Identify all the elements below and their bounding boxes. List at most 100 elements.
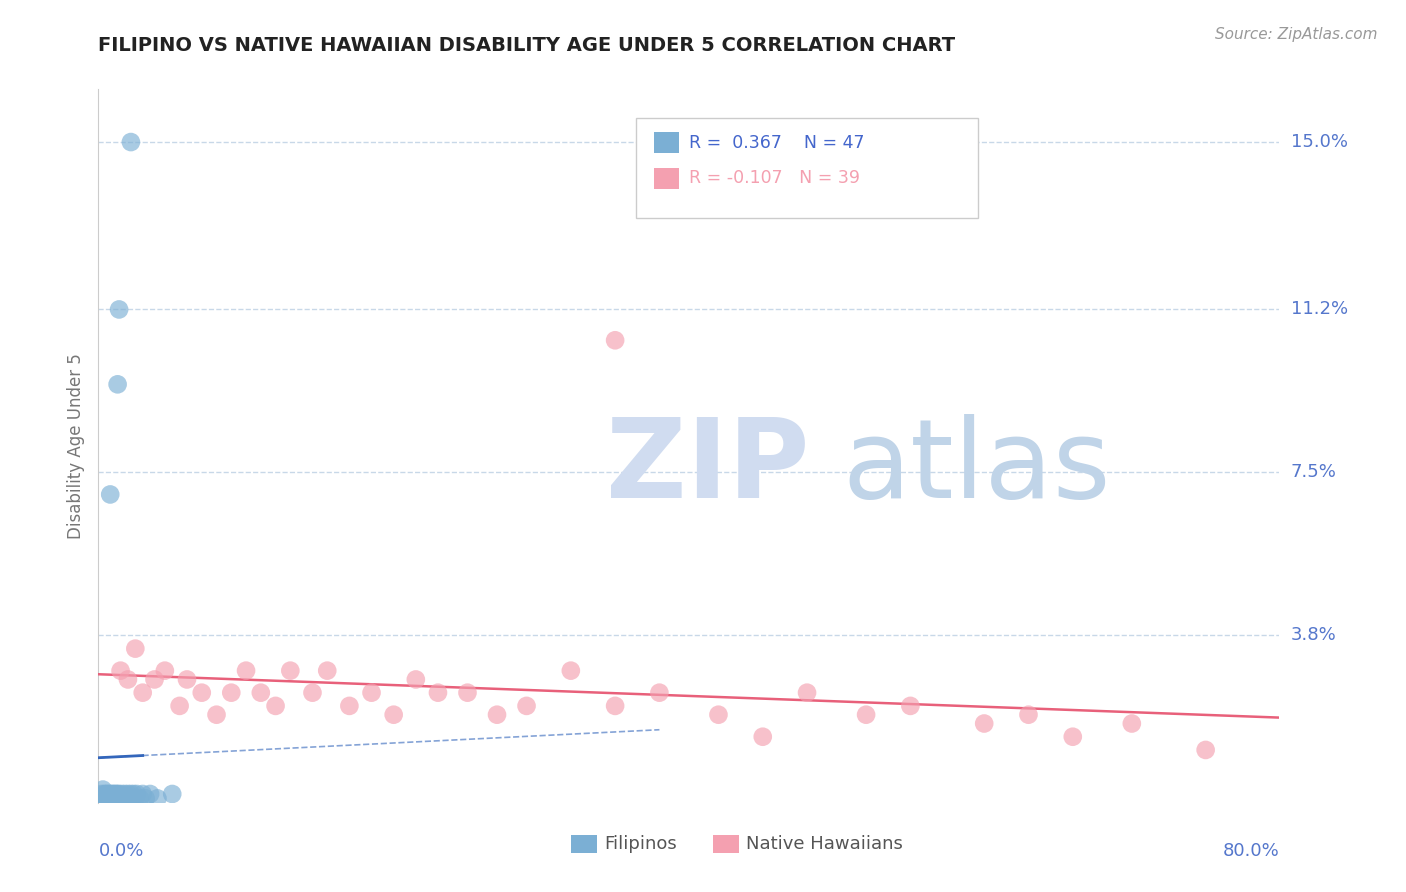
Point bbox=[316, 664, 339, 678]
Point bbox=[111, 787, 134, 801]
Point bbox=[107, 787, 129, 801]
Point bbox=[796, 686, 818, 700]
Point bbox=[264, 698, 287, 713]
Point bbox=[301, 686, 323, 700]
Point bbox=[98, 791, 121, 805]
Point bbox=[122, 787, 145, 801]
Point bbox=[108, 791, 131, 805]
Text: 15.0%: 15.0% bbox=[1291, 133, 1347, 151]
Point bbox=[97, 787, 120, 801]
Point bbox=[1121, 716, 1143, 731]
Point bbox=[107, 377, 129, 392]
Point bbox=[405, 673, 427, 687]
Point bbox=[108, 302, 131, 317]
Text: 7.5%: 7.5% bbox=[1291, 464, 1337, 482]
Point bbox=[146, 791, 169, 805]
Point bbox=[250, 686, 273, 700]
Point bbox=[120, 135, 142, 149]
Point bbox=[114, 787, 136, 801]
Point bbox=[457, 686, 479, 700]
Point bbox=[280, 664, 302, 678]
Point bbox=[121, 791, 143, 805]
FancyBboxPatch shape bbox=[636, 118, 979, 218]
Point bbox=[153, 664, 176, 678]
Point bbox=[120, 787, 142, 801]
Point bbox=[339, 698, 361, 713]
Text: R = -0.107   N = 39: R = -0.107 N = 39 bbox=[689, 169, 860, 187]
Text: 3.8%: 3.8% bbox=[1291, 626, 1336, 644]
Point bbox=[191, 686, 214, 700]
Point bbox=[108, 787, 131, 801]
Point bbox=[605, 698, 627, 713]
Point bbox=[100, 787, 122, 801]
Point bbox=[124, 791, 146, 805]
Point bbox=[90, 787, 112, 801]
Point bbox=[752, 730, 775, 744]
Point bbox=[100, 791, 122, 805]
Point bbox=[103, 787, 125, 801]
Point bbox=[516, 698, 538, 713]
Point bbox=[94, 787, 117, 801]
Point bbox=[128, 791, 150, 805]
Text: atlas: atlas bbox=[842, 414, 1111, 521]
Point bbox=[221, 686, 243, 700]
Point bbox=[143, 673, 166, 687]
Point bbox=[105, 791, 128, 805]
Point bbox=[1018, 707, 1040, 722]
Point bbox=[162, 787, 183, 801]
Point bbox=[169, 698, 191, 713]
Point bbox=[973, 716, 995, 731]
Y-axis label: Disability Age Under 5: Disability Age Under 5 bbox=[66, 353, 84, 539]
Point bbox=[707, 707, 730, 722]
Text: 11.2%: 11.2% bbox=[1291, 301, 1348, 318]
Point bbox=[97, 791, 120, 805]
Point bbox=[110, 791, 132, 805]
Text: 0.0%: 0.0% bbox=[98, 842, 143, 860]
Point bbox=[112, 791, 135, 805]
Point bbox=[900, 698, 922, 713]
Point bbox=[105, 787, 128, 801]
Point bbox=[205, 707, 228, 722]
Point bbox=[486, 707, 509, 722]
Point bbox=[1195, 743, 1218, 757]
Point bbox=[98, 787, 121, 801]
Text: R =  0.367    N = 47: R = 0.367 N = 47 bbox=[689, 134, 865, 152]
Point bbox=[648, 686, 671, 700]
Text: Native Hawaiians: Native Hawaiians bbox=[745, 835, 903, 853]
Text: ZIP: ZIP bbox=[606, 414, 810, 521]
Point bbox=[139, 787, 162, 801]
Point bbox=[235, 664, 257, 678]
Point bbox=[360, 686, 382, 700]
Point bbox=[176, 673, 198, 687]
Point bbox=[98, 487, 121, 501]
Point bbox=[117, 787, 139, 801]
Point bbox=[118, 791, 141, 805]
Point bbox=[605, 333, 627, 347]
Point bbox=[91, 791, 114, 805]
Point bbox=[103, 791, 125, 805]
Point bbox=[427, 686, 450, 700]
Point bbox=[91, 782, 114, 797]
Point bbox=[124, 641, 146, 656]
Point bbox=[382, 707, 405, 722]
Text: FILIPINO VS NATIVE HAWAIIAN DISABILITY AGE UNDER 5 CORRELATION CHART: FILIPINO VS NATIVE HAWAIIAN DISABILITY A… bbox=[98, 36, 956, 54]
FancyBboxPatch shape bbox=[571, 835, 596, 853]
Point bbox=[104, 791, 127, 805]
Point bbox=[135, 791, 157, 805]
Point bbox=[117, 673, 139, 687]
Text: 80.0%: 80.0% bbox=[1223, 842, 1279, 860]
Point bbox=[96, 791, 118, 805]
Point bbox=[107, 791, 129, 805]
Point bbox=[115, 791, 138, 805]
Point bbox=[93, 791, 115, 805]
Point bbox=[132, 787, 155, 801]
FancyBboxPatch shape bbox=[654, 132, 679, 153]
Point bbox=[104, 787, 127, 801]
FancyBboxPatch shape bbox=[654, 168, 679, 189]
Point bbox=[855, 707, 877, 722]
Text: Source: ZipAtlas.com: Source: ZipAtlas.com bbox=[1215, 27, 1378, 42]
Point bbox=[93, 787, 115, 801]
Text: Filipinos: Filipinos bbox=[605, 835, 676, 853]
Point bbox=[94, 791, 117, 805]
Point bbox=[1062, 730, 1084, 744]
